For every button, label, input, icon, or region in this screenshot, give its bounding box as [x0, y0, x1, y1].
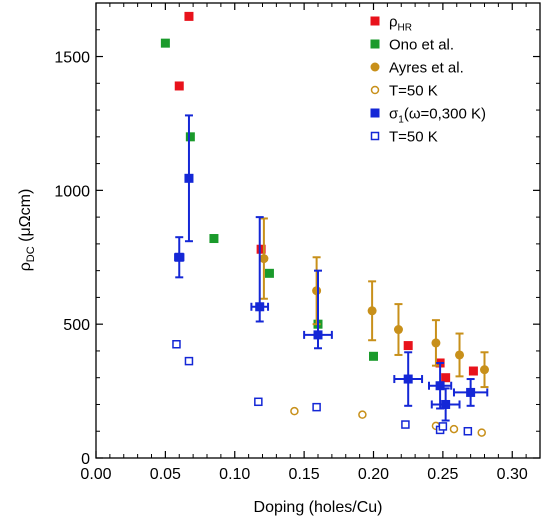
data-point: [431, 338, 441, 348]
data-point: [160, 38, 170, 48]
data-point: [254, 397, 263, 407]
data-point: [463, 426, 473, 436]
data-point: [255, 302, 265, 312]
data-point: [256, 244, 266, 254]
x-tick-label: 0.00: [80, 466, 111, 483]
data-point: [290, 406, 299, 416]
legend-label: Ayres et al.: [389, 60, 464, 77]
y-tick-label: 0: [81, 451, 90, 468]
data-point: [184, 356, 194, 366]
y-axis-label: ρDC (μΩcm): [17, 189, 37, 272]
data-marks: [160, 11, 489, 437]
data-point: [449, 424, 459, 434]
data-point: [480, 365, 489, 375]
x-tick-label: 0.25: [427, 466, 458, 483]
data-point: [172, 340, 181, 349]
data-point: [369, 351, 378, 361]
legend-label: Ono et al.: [389, 37, 454, 54]
data-point: [401, 420, 410, 429]
data-point: [403, 341, 413, 351]
data-point: [184, 11, 194, 21]
legend-marker: [370, 131, 380, 141]
data-point: [264, 268, 274, 278]
x-tick-label: 0.15: [289, 466, 320, 483]
x-tick-label: 0.30: [497, 466, 528, 483]
data-point: [312, 286, 322, 296]
x-tick-label: 0.20: [358, 466, 389, 483]
y-tick-label: 1000: [54, 183, 90, 200]
data-point: [468, 366, 478, 376]
data-point: [358, 410, 367, 419]
data-point: [441, 373, 451, 383]
data-point: [367, 306, 377, 316]
data-point: [466, 387, 476, 397]
legend-label: T=50 K: [389, 83, 438, 100]
data-point: [312, 402, 321, 412]
data-point: [184, 173, 194, 183]
legend-marker: [370, 39, 380, 49]
legend-label: ρHR: [389, 14, 412, 34]
data-point: [403, 374, 413, 384]
data-point: [455, 350, 465, 360]
data-point: [209, 234, 219, 244]
x-axis-label: Doping (holes/Cu): [254, 499, 383, 516]
data-point: [393, 325, 403, 335]
data-point: [477, 428, 486, 437]
data-point: [174, 81, 184, 91]
data-point: [174, 252, 184, 262]
y-tick-label: 1500: [54, 50, 90, 67]
legend-marker: [370, 62, 380, 72]
x-tick-label: 0.05: [150, 466, 181, 483]
data-point: [435, 381, 445, 391]
legend-label: σ1(ω=0,300 K): [389, 106, 486, 126]
data-point: [441, 399, 451, 409]
x-tick-label: 0.10: [219, 466, 250, 483]
axis-ticks: 0.00 0.05 0.10 0.15 0.20 0.25 0.30 0 500 1000 1500: [54, 3, 540, 483]
y-tick-label: 500: [63, 317, 90, 334]
legend: ρHR Ono et al. Ayres et al. T=50 K σ1(ω=0,30…: [370, 14, 486, 146]
legend-marker: [370, 16, 380, 26]
data-point: [438, 422, 448, 431]
data-point: [313, 330, 323, 340]
legend-label: T=50 K: [389, 129, 438, 146]
legend-marker: [370, 85, 380, 95]
data-point: [259, 254, 269, 264]
data-point: [185, 132, 195, 142]
legend-marker: [370, 108, 380, 118]
